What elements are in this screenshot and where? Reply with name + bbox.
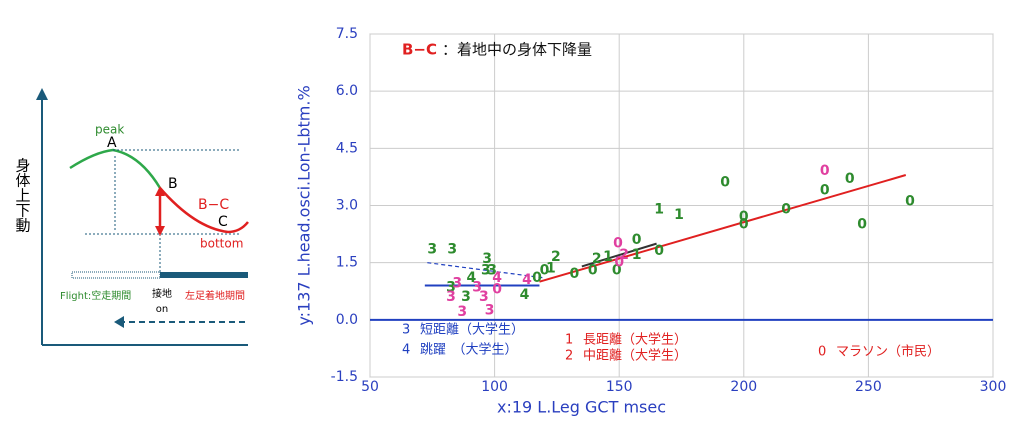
point: 4 xyxy=(522,272,532,288)
y-tick-label: 6.0 xyxy=(336,83,358,99)
arrow-head xyxy=(155,186,165,196)
point: 0 xyxy=(739,217,749,233)
stance-bar xyxy=(160,272,248,278)
point: 0 xyxy=(532,270,542,286)
label: B−C xyxy=(198,197,229,213)
point: 3 xyxy=(427,241,437,257)
point: 2 xyxy=(551,249,561,265)
point: 0 xyxy=(632,232,642,248)
y-tick-label: 0.0 xyxy=(336,312,358,328)
arrow-head xyxy=(114,316,124,328)
point: 3 xyxy=(481,262,491,278)
legend-marker: 2 xyxy=(565,349,573,364)
diagram-y-label: 身体上下動 xyxy=(14,158,32,234)
point: 1 xyxy=(632,247,642,263)
legend-label: 中距離（大学生） xyxy=(583,348,687,364)
y-tick-label: 1.5 xyxy=(336,255,358,271)
point: 0 xyxy=(614,255,624,271)
point: 3 xyxy=(457,304,467,320)
x-tick-label: 150 xyxy=(606,379,633,395)
point: 4 xyxy=(520,287,530,303)
point: 0 xyxy=(613,236,623,252)
annotation-label: B−C xyxy=(402,41,437,59)
point: 3 xyxy=(479,289,489,305)
point: 3 xyxy=(485,302,495,318)
point: 1 xyxy=(674,207,684,223)
label: B xyxy=(168,176,178,192)
arrow-head xyxy=(36,88,48,100)
label: peak xyxy=(95,123,124,137)
legend-label: マラソン（市民） xyxy=(836,344,940,360)
legend-label: 長距離（大学生） xyxy=(583,332,687,348)
curve xyxy=(159,187,249,234)
point: 3 xyxy=(446,279,456,295)
point: 0 xyxy=(820,182,830,198)
point: 4 xyxy=(492,270,502,286)
point: 3 xyxy=(487,262,497,278)
point: 3 xyxy=(446,289,456,305)
point: 0 xyxy=(720,175,730,191)
point: 0 xyxy=(540,262,550,278)
annotation-text: ：着地中の身体下降量 xyxy=(442,41,592,59)
legend-label: 短距離（大学生） xyxy=(420,322,524,338)
point: 1 xyxy=(546,260,556,276)
arrow-head xyxy=(155,226,165,236)
y-axis-label: y:137 L.head.osci.Lon-Lbtm.% xyxy=(295,85,314,325)
point: 0 xyxy=(654,243,664,259)
point: 0 xyxy=(845,171,855,187)
point: 0 xyxy=(612,262,622,278)
diagram: 身体上下動 peak A B B−C C bottom Flight:空走期間 … xyxy=(14,88,249,346)
legend-marker: 4 xyxy=(402,343,410,358)
label: 接地 xyxy=(152,287,172,300)
y-tick-label: -1.5 xyxy=(331,369,358,385)
legend-marker: 0 xyxy=(818,345,826,360)
point: 0 xyxy=(905,194,915,210)
point: 3 xyxy=(452,276,462,292)
point: 3 xyxy=(447,241,457,257)
point: 0 xyxy=(857,217,867,233)
trend-line xyxy=(539,174,907,283)
x-tick-label: 100 xyxy=(481,379,508,395)
x-tick-label: 200 xyxy=(730,379,757,395)
trend-line xyxy=(427,262,545,279)
legend-label: 跳躍 （大学生） xyxy=(420,342,518,358)
point: 0 xyxy=(781,201,791,217)
x-tick-label: 300 xyxy=(980,379,1007,395)
y-tick-label: 3.0 xyxy=(336,198,358,214)
x-tick-label: 250 xyxy=(855,379,882,395)
y-tick-label: 4.5 xyxy=(336,140,358,156)
x-axis-label: x:19 L.Leg GCT msec xyxy=(497,398,666,417)
point: 0 xyxy=(569,266,579,282)
label: Flight:空走期間 xyxy=(60,289,131,302)
point: 3 xyxy=(461,289,471,305)
point: 4 xyxy=(467,270,477,286)
point: 1 xyxy=(654,201,664,217)
trend-line xyxy=(581,242,657,268)
x-tick-label: 50 xyxy=(361,379,379,395)
point: 1 xyxy=(603,249,613,265)
label: bottom xyxy=(200,237,243,251)
legend-marker: 3 xyxy=(402,323,410,338)
y-tick-label: 7.5 xyxy=(336,26,358,42)
label: C xyxy=(218,214,228,230)
point: 0 xyxy=(492,281,502,297)
point: 0 xyxy=(739,209,749,225)
point: 0 xyxy=(588,262,598,278)
flight-bar xyxy=(71,271,161,279)
label: A xyxy=(107,135,117,151)
point: 3 xyxy=(482,251,492,267)
legend-marker: 1 xyxy=(565,333,573,348)
point: 0 xyxy=(820,163,830,179)
label: on xyxy=(156,304,168,315)
label: 左足着地期間 xyxy=(185,289,245,302)
point: 3 xyxy=(472,279,482,295)
point: 2 xyxy=(619,247,629,263)
point: 2 xyxy=(592,251,602,267)
